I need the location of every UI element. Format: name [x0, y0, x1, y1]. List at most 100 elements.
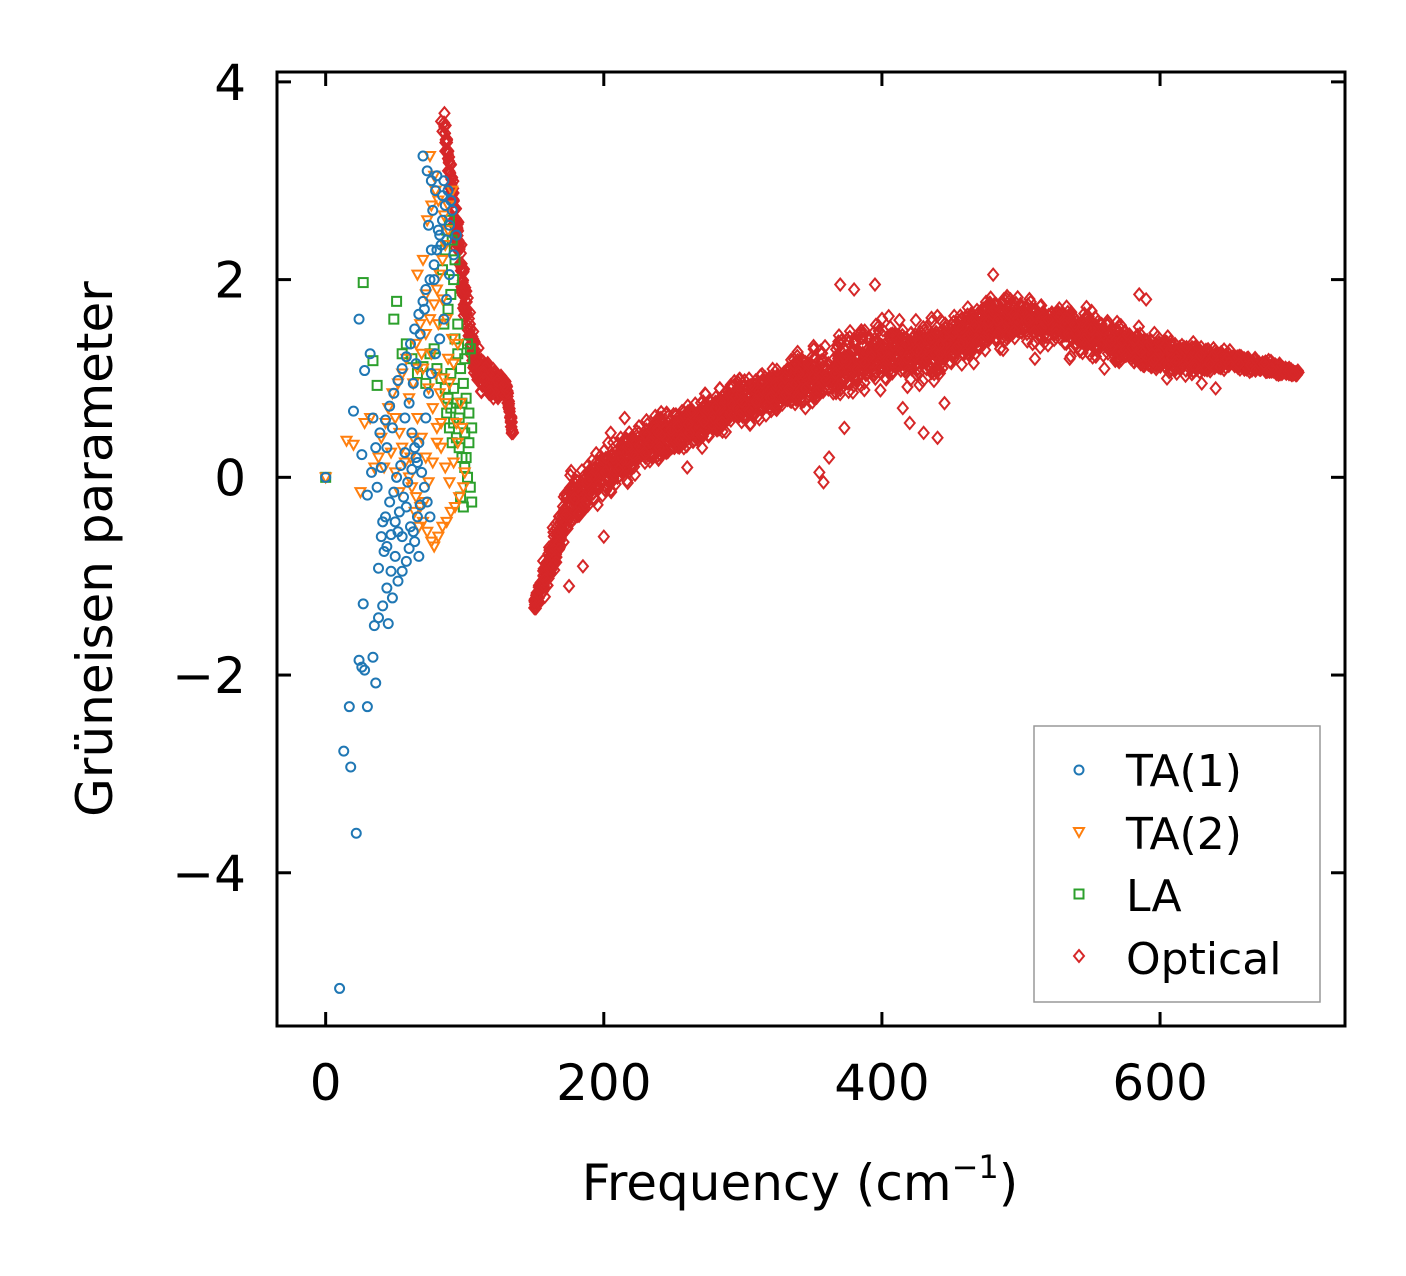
optical-point	[456, 272, 470, 288]
ta1-point	[377, 600, 389, 612]
optical-point	[850, 373, 864, 389]
optical-point	[1148, 325, 1161, 341]
optical-point	[1257, 356, 1271, 372]
optical-point	[847, 281, 861, 298]
optical-point	[463, 304, 477, 321]
ta1-point	[431, 170, 443, 182]
ta2-point	[399, 353, 414, 366]
ta2-point	[446, 358, 461, 371]
optical-point	[1075, 313, 1089, 330]
optical-point	[934, 345, 947, 361]
legend-label-optical: Optical	[1126, 934, 1281, 985]
optical-point	[835, 333, 848, 349]
optical-point	[572, 505, 585, 522]
optical-point	[809, 362, 823, 378]
optical-point	[792, 365, 806, 382]
optical-point	[876, 360, 890, 377]
optical-point	[743, 417, 757, 433]
optical-point	[780, 363, 793, 379]
optical-point	[1180, 339, 1193, 355]
ta2-point	[403, 452, 418, 465]
legend-symbols	[1072, 764, 1086, 964]
optical-point	[955, 356, 969, 373]
optical-point	[842, 334, 856, 350]
y-axis-label: Grüneisen parameter	[66, 281, 124, 817]
optical-point	[449, 240, 463, 256]
optical-point	[817, 474, 830, 490]
optical-point	[438, 117, 452, 133]
optical-point	[697, 413, 711, 429]
ta1-point	[399, 412, 411, 424]
optical-point	[713, 381, 727, 397]
optical-point	[990, 296, 1003, 312]
optical-point	[778, 369, 792, 386]
optical-point	[859, 367, 873, 383]
optical-point	[860, 342, 874, 359]
optical-point	[498, 377, 511, 393]
optical-point	[945, 355, 958, 371]
legend-label-la: LA	[1126, 871, 1182, 922]
ta1-point	[402, 476, 414, 488]
ta2-point	[445, 333, 459, 346]
ta1-point	[436, 214, 448, 226]
optical-point	[1134, 343, 1148, 359]
optical-point	[881, 351, 895, 367]
ta1-point	[398, 491, 410, 503]
ta1-point	[373, 562, 385, 574]
optical-point	[640, 412, 653, 428]
optical-point	[740, 385, 754, 401]
series-ta1	[320, 150, 462, 994]
optical-point	[738, 372, 751, 389]
optical-point	[621, 462, 635, 478]
optical-point	[1028, 324, 1041, 340]
ta1-point	[428, 259, 440, 271]
optical-point	[552, 536, 566, 552]
data-marks	[318, 105, 1305, 994]
optical-point	[638, 426, 652, 442]
ta2-point	[431, 319, 446, 332]
optical-point	[441, 146, 455, 162]
optical-point	[920, 351, 933, 367]
optical-point	[931, 430, 944, 446]
ta1-point	[386, 592, 398, 604]
ta2-point	[410, 413, 425, 426]
ta1-point	[356, 661, 368, 673]
optical-point	[621, 439, 634, 455]
optical-point	[764, 403, 778, 419]
legend-symbol-ta1	[1073, 764, 1085, 776]
ta1-point	[388, 387, 400, 399]
optical-point	[544, 562, 558, 578]
optical-point	[615, 440, 628, 456]
optical-point	[579, 493, 593, 509]
optical-point	[931, 349, 945, 365]
optical-point	[813, 464, 826, 480]
optical-point	[749, 393, 763, 409]
ta1-point	[428, 274, 440, 286]
optical-point	[436, 123, 449, 139]
optical-point	[896, 322, 910, 338]
ta1-point	[445, 195, 457, 207]
optical-point	[1012, 322, 1025, 338]
ta2-point	[435, 294, 450, 307]
optical-point	[947, 308, 961, 324]
optical-point	[742, 371, 756, 387]
x-axis-label-superscript: −1	[952, 1148, 999, 1186]
optical-point	[837, 348, 851, 365]
optical-point	[904, 355, 918, 371]
ta1-point	[353, 654, 365, 666]
optical-point	[466, 323, 480, 340]
optical-point	[991, 325, 1005, 342]
optical-point	[564, 467, 577, 483]
ta2-point	[455, 422, 469, 435]
optical-point	[806, 394, 819, 410]
ta2-point	[410, 269, 425, 282]
optical-point	[954, 312, 968, 328]
ta1-point	[424, 274, 436, 286]
optical-point	[559, 507, 573, 523]
optical-point	[754, 368, 767, 384]
ta2-point	[427, 299, 441, 312]
la-point	[367, 355, 379, 367]
ta2-point	[430, 422, 444, 435]
optical-point	[814, 343, 827, 359]
